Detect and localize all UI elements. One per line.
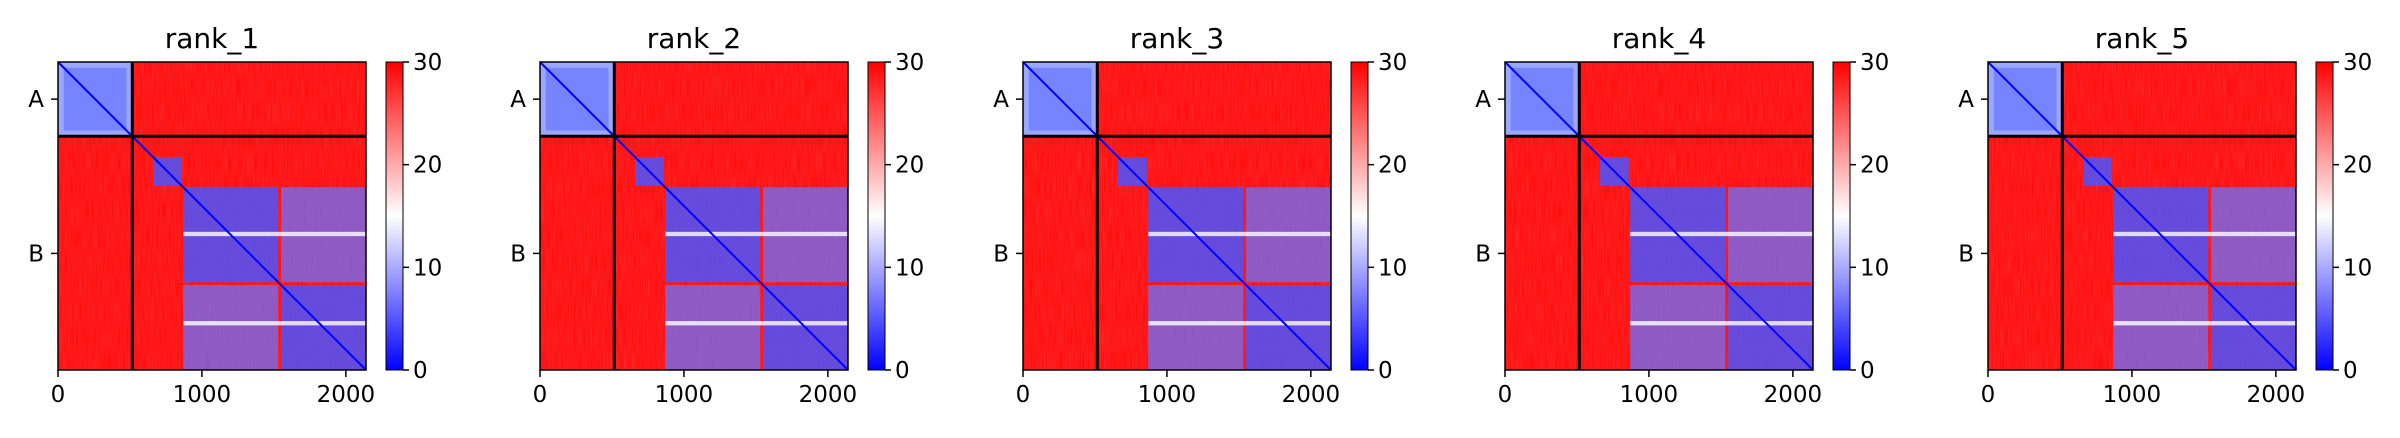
colorbar xyxy=(1350,61,1369,371)
chain-b-diagonal xyxy=(131,135,367,371)
domain-stripe-2 xyxy=(183,321,366,326)
colorbar xyxy=(385,61,404,371)
axes-frame xyxy=(1504,61,1814,371)
chain-b-offdiag-1 xyxy=(183,285,279,370)
colorbar-tick-label: 20 xyxy=(1860,153,1889,179)
x-tick-label: 1000 xyxy=(655,382,714,408)
chain-a-diagonal xyxy=(57,61,133,137)
domain-stripe-1 xyxy=(183,231,366,237)
colorbar-tick-label: 10 xyxy=(2343,255,2372,281)
x-tick-label: 2000 xyxy=(317,382,376,408)
x-tick-label: 1000 xyxy=(2103,382,2162,408)
colorbar-tick-label: 10 xyxy=(1860,255,1889,281)
colorbar-tick-label: 0 xyxy=(1860,358,1875,384)
heatmap-panel-4: rank_4 0 1000 2000 A B 0 10 20 30 xyxy=(1475,22,1889,408)
y-tick-label: A xyxy=(1958,87,1974,113)
colorbar xyxy=(1832,61,1851,371)
chain-a-diagonal xyxy=(539,61,615,137)
x-tick-label: 2000 xyxy=(1282,382,1341,408)
domain-stripe-2 xyxy=(1630,321,1813,326)
panel-title: rank_4 xyxy=(1612,22,1706,55)
heatmap-panel-1: rank_1 0 1000 2000 A B 0 10 20 30 xyxy=(28,22,442,408)
panel-title: rank_1 xyxy=(165,22,259,55)
panel-title: rank_5 xyxy=(2095,22,2189,55)
x-tick-label: 2000 xyxy=(799,382,858,408)
chain-b-diagonal xyxy=(613,135,849,371)
y-tick-label: B xyxy=(28,241,44,267)
chain-b-offdiag-1 xyxy=(1148,285,1244,370)
chain-b-diagonal xyxy=(2061,135,2297,371)
colorbar-tick-label: 30 xyxy=(413,50,442,76)
x-tick-label: 0 xyxy=(1016,382,1031,408)
colorbar-tick-label: 20 xyxy=(1378,153,1407,179)
y-tick-label: B xyxy=(510,241,526,267)
y-tick-label: A xyxy=(1475,87,1491,113)
colorbar-tick-label: 30 xyxy=(895,50,924,76)
heatmap-panel-3: rank_3 0 1000 2000 A B 0 10 20 30 xyxy=(993,22,1407,408)
x-tick-label: 2000 xyxy=(2247,382,2306,408)
chain-b-diagonal xyxy=(1096,135,1332,371)
colorbar-tick-label: 30 xyxy=(1860,50,1889,76)
domain-stripe-1 xyxy=(2113,231,2296,237)
chain-a-diagonal xyxy=(1504,61,1580,137)
domain-stripe-2 xyxy=(665,321,848,326)
x-tick-label: 1000 xyxy=(173,382,232,408)
colorbar-tick-label: 10 xyxy=(895,255,924,281)
colorbar-tick-label: 0 xyxy=(413,358,428,384)
x-tick-label: 2000 xyxy=(1764,382,1823,408)
chain-a-diagonal xyxy=(1987,61,2063,137)
chain-b-diagonal xyxy=(1578,135,1814,371)
y-tick-label: A xyxy=(510,87,526,113)
chain-a-diagonal xyxy=(1022,61,1098,137)
domain-stripe-2 xyxy=(2113,321,2296,326)
domain-stripe-2 xyxy=(1148,321,1331,326)
domain-stripe-1 xyxy=(665,231,848,237)
axes-frame xyxy=(1022,61,1332,371)
panel-title: rank_2 xyxy=(647,22,741,55)
x-tick-label: 0 xyxy=(1981,382,1996,408)
x-tick-label: 0 xyxy=(533,382,548,408)
y-tick-label: B xyxy=(1475,241,1491,267)
axes-frame xyxy=(57,61,367,371)
domain-stripe-1 xyxy=(1630,231,1813,237)
axes-frame xyxy=(539,61,849,371)
colorbar-tick-label: 10 xyxy=(1378,255,1407,281)
colorbar-tick-label: 30 xyxy=(1378,50,1407,76)
chain-b-offdiag-1 xyxy=(2113,285,2209,370)
colorbar-tick-label: 0 xyxy=(2343,358,2358,384)
colorbar-tick-label: 20 xyxy=(413,153,442,179)
y-tick-label: A xyxy=(993,87,1009,113)
colorbar-tick-label: 0 xyxy=(1378,358,1393,384)
chain-b-offdiag-1 xyxy=(665,285,761,370)
y-tick-label: B xyxy=(1958,241,1974,267)
heatmap-panel-5: rank_5 0 1000 2000 A B 0 10 20 30 xyxy=(1958,22,2372,408)
x-tick-label: 1000 xyxy=(1138,382,1197,408)
domain-stripe-1 xyxy=(1148,231,1331,237)
colorbar xyxy=(867,61,886,371)
heatmap-panel-2: rank_2 0 1000 2000 A B 0 10 20 30 xyxy=(510,22,924,408)
colorbar-tick-label: 0 xyxy=(895,358,910,384)
y-tick-label: A xyxy=(28,87,44,113)
colorbar-tick-label: 30 xyxy=(2343,50,2372,76)
colorbar-tick-label: 10 xyxy=(413,255,442,281)
y-tick-label: B xyxy=(993,241,1009,267)
panel-title: rank_3 xyxy=(1130,22,1224,55)
x-tick-label: 1000 xyxy=(1620,382,1679,408)
colorbar xyxy=(2315,61,2334,371)
colorbar-tick-label: 20 xyxy=(895,153,924,179)
colorbar-tick-label: 20 xyxy=(2343,153,2372,179)
x-tick-label: 0 xyxy=(1498,382,1513,408)
chain-b-offdiag-1 xyxy=(1630,285,1726,370)
axes-frame xyxy=(1987,61,2297,371)
x-tick-label: 0 xyxy=(51,382,66,408)
